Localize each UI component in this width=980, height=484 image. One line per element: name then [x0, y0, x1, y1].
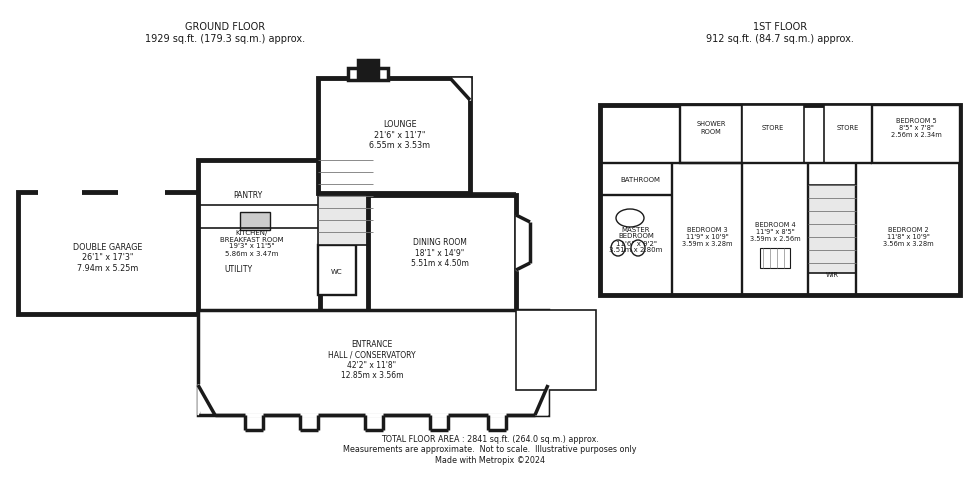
Bar	[18, 192, 200, 314]
Text: DINING ROOM
18'1" x 14'9"
5.51m x 4.50m: DINING ROOM 18'1" x 14'9" 5.51m x 4.50m	[411, 238, 469, 268]
Text: LOUNGE
21'6" x 11'7"
6.55m x 3.53m: LOUNGE 21'6" x 11'7" 6.55m x 3.53m	[369, 120, 430, 150]
Bar	[516, 310, 596, 390]
Polygon shape	[535, 385, 548, 415]
Bar	[348, 68, 388, 80]
Polygon shape	[198, 385, 215, 415]
Ellipse shape	[611, 240, 625, 256]
Bar	[198, 160, 320, 312]
Text: TOTAL FLOOR AREA : 2841 sq.ft. (264.0 sq.m.) approx.
Measurements are approximat: TOTAL FLOOR AREA : 2841 sq.ft. (264.0 sq…	[343, 435, 637, 465]
Text: BEDROOM 4
11'9" x 8'5"
3.59m x 2.56m: BEDROOM 4 11'9" x 8'5" 3.59m x 2.56m	[750, 222, 801, 242]
Text: BATHROOM: BATHROOM	[620, 177, 660, 183]
Bar	[318, 160, 373, 245]
Bar	[824, 105, 872, 163]
Polygon shape	[516, 215, 530, 270]
Bar	[368, 195, 516, 312]
Text: KITCHEN/
BREAKFAST ROOM
19'3" x 11'5"
5.86m x 3.47m: KITCHEN/ BREAKFAST ROOM 19'3" x 11'5" 5.…	[220, 229, 284, 257]
Bar	[318, 245, 356, 295]
Text: WC: WC	[331, 269, 343, 275]
Text: UTILITY: UTILITY	[224, 266, 252, 274]
Text: SHOWER
ROOM: SHOWER ROOM	[696, 121, 726, 135]
Bar	[600, 105, 960, 295]
Text: STORE: STORE	[837, 125, 859, 131]
Ellipse shape	[631, 240, 645, 256]
Text: GROUND FLOOR
1929 sq.ft. (179.3 sq.m.) approx.: GROUND FLOOR 1929 sq.ft. (179.3 sq.m.) a…	[145, 22, 305, 44]
Text: ENTRANCE
HALL / CONSERVATORY
42'2" x 11'8"
12.85m x 3.56m: ENTRANCE HALL / CONSERVATORY 42'2" x 11'…	[328, 340, 416, 380]
Bar	[198, 310, 548, 415]
Text: WIR: WIR	[825, 272, 839, 278]
Bar	[680, 105, 742, 163]
Bar	[358, 60, 378, 78]
Bar	[872, 105, 960, 163]
Bar	[760, 248, 790, 268]
Text: DOUBLE GARAGE
26'1" x 17'3"
7.94m x 5.25m: DOUBLE GARAGE 26'1" x 17'3" 7.94m x 5.25…	[74, 243, 143, 273]
Text: MASTER
BEDROOM
11'6" x 9'2"
3.51m x 2.80m: MASTER BEDROOM 11'6" x 9'2" 3.51m x 2.80…	[610, 227, 662, 254]
Text: BEDROOM 5
8'5" x 7'8"
2.56m x 2.34m: BEDROOM 5 8'5" x 7'8" 2.56m x 2.34m	[891, 118, 942, 138]
Text: 1ST FLOOR
912 sq.ft. (84.7 sq.m.) approx.: 1ST FLOOR 912 sq.ft. (84.7 sq.m.) approx…	[706, 22, 854, 44]
Bar	[240, 212, 270, 230]
Bar	[808, 185, 856, 273]
Ellipse shape	[616, 209, 644, 227]
Text: BEDROOM 3
11'9" x 10'9"
3.59m x 3.28m: BEDROOM 3 11'9" x 10'9" 3.59m x 3.28m	[682, 227, 732, 247]
Polygon shape	[450, 78, 470, 100]
Text: STORE: STORE	[761, 125, 784, 131]
Text: PANTRY: PANTRY	[233, 191, 263, 199]
Bar	[318, 78, 470, 193]
Bar	[742, 105, 804, 163]
Text: BEDROOM 2
11'8" x 10'9"
3.56m x 3.28m: BEDROOM 2 11'8" x 10'9" 3.56m x 3.28m	[883, 227, 933, 247]
